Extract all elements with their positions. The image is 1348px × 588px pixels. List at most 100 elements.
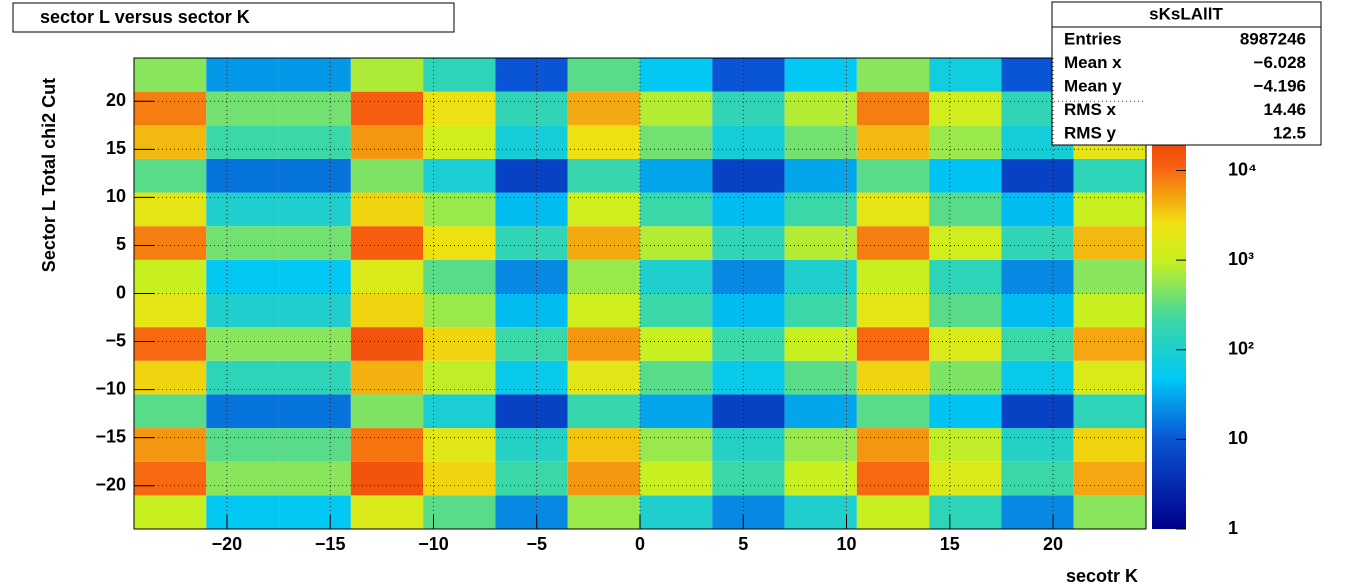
heat-cell — [350, 495, 424, 529]
heat-cell — [350, 293, 424, 328]
heat-cell — [640, 293, 713, 328]
heat-cell — [1073, 259, 1146, 294]
x-tick-label: 10 — [837, 534, 857, 554]
heat-cell — [929, 394, 1002, 429]
heat-cell — [856, 461, 930, 496]
heat-cell — [1001, 495, 1074, 529]
heat-cell — [640, 125, 713, 159]
heat-cell — [856, 259, 930, 294]
heat-cell — [640, 91, 713, 126]
heat-cell — [278, 428, 351, 462]
heat-cell — [1001, 192, 1074, 227]
heat-cell — [278, 394, 351, 429]
heat-cell — [495, 125, 568, 159]
stats-title: sKsLAllT — [1149, 4, 1223, 23]
stats-box — [1051, 1, 1322, 146]
x-tick-label: −20 — [212, 534, 243, 554]
heat-cell — [423, 495, 496, 529]
heat-cell — [1073, 495, 1146, 529]
heat-cell — [1073, 394, 1146, 429]
heat-cell — [929, 495, 1002, 529]
heat-cell — [567, 495, 640, 529]
heat-cell — [278, 158, 351, 193]
heat-cell — [134, 428, 207, 462]
y-axis-label: Sector L Total chi2 Cut — [39, 78, 59, 272]
heat-cell — [567, 226, 640, 260]
heat-cell — [350, 58, 424, 92]
y-tick-label: −5 — [105, 330, 126, 350]
heat-cell — [134, 158, 207, 193]
heat-cell — [712, 293, 785, 328]
heat-cell — [350, 394, 424, 429]
heat-cell — [495, 293, 568, 328]
heat-cell — [423, 293, 496, 328]
heat-cell — [929, 226, 1002, 260]
heat-cell — [856, 394, 930, 429]
heat-cell — [856, 192, 930, 227]
heat-cell — [495, 192, 568, 227]
heat-cell — [784, 293, 857, 328]
heat-cell — [640, 428, 713, 462]
heat-cell — [567, 259, 640, 294]
stats-label: Mean y — [1064, 76, 1122, 95]
heat-cell — [206, 461, 279, 496]
heat-cell — [495, 495, 568, 529]
heat-cell — [134, 125, 207, 159]
heat-cell — [784, 192, 857, 227]
heat-cell — [350, 259, 424, 294]
heat-cell — [929, 158, 1002, 193]
heat-cell — [206, 226, 279, 260]
heat-cell — [784, 428, 857, 462]
heat-cell — [567, 58, 640, 92]
heat-cell — [1001, 158, 1074, 193]
heat-cell — [423, 158, 496, 193]
y-tick-label: 10 — [106, 186, 126, 206]
heat-cell — [278, 327, 351, 361]
heat-cell — [1001, 394, 1074, 429]
heat-cell — [929, 125, 1002, 159]
heat-cell — [206, 360, 279, 395]
heat-cell — [567, 125, 640, 159]
heat-cell — [423, 259, 496, 294]
heat-cell — [567, 293, 640, 328]
heat-cell — [567, 428, 640, 462]
heat-cell — [350, 327, 424, 361]
heat-cell — [856, 360, 930, 395]
heat-cell — [134, 259, 207, 294]
heat-cell — [350, 226, 424, 260]
heat-cell — [1001, 461, 1074, 496]
heat-cell — [1001, 259, 1074, 294]
heat-cell — [1073, 360, 1146, 395]
y-tick-label: 5 — [116, 234, 126, 254]
heat-cell — [495, 360, 568, 395]
z-tick-label: 10² — [1228, 339, 1254, 359]
heat-cell — [134, 293, 207, 328]
heat-cell — [350, 360, 424, 395]
z-tick-label: 10 — [1228, 428, 1248, 448]
heat-cell — [856, 91, 930, 126]
heat-cell — [712, 192, 785, 227]
heat-cell — [784, 226, 857, 260]
heat-cell — [350, 428, 424, 462]
heat-cell — [929, 91, 1002, 126]
heat-cell — [206, 259, 279, 294]
heat-cell — [712, 394, 785, 429]
heat-cell — [784, 125, 857, 159]
heat-cell — [278, 226, 351, 260]
heat-cell — [640, 360, 713, 395]
heat-cell — [567, 327, 640, 361]
heat-cell — [495, 91, 568, 126]
heat-cell — [134, 461, 207, 496]
heat-cell — [278, 91, 351, 126]
z-tick-label: 10⁴ — [1228, 159, 1257, 179]
heat-cell — [206, 91, 279, 126]
heat-cell — [640, 461, 713, 496]
stats-label: RMS y — [1064, 123, 1117, 142]
heat-cell — [640, 394, 713, 429]
heat-cell — [567, 360, 640, 395]
heat-cell — [1073, 158, 1146, 193]
heat-cell — [495, 461, 568, 496]
heat-cell — [640, 495, 713, 529]
heat-cell — [712, 360, 785, 395]
x-tick-label: 15 — [940, 534, 960, 554]
